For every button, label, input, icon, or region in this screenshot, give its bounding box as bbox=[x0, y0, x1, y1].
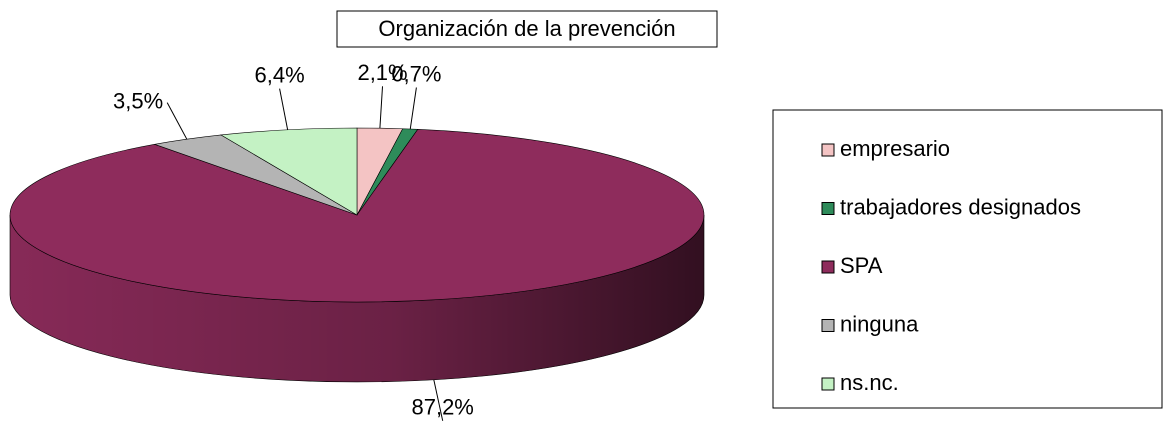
legend-swatch bbox=[821, 202, 835, 215]
legend-box bbox=[772, 109, 1163, 409]
chart-title: Organización de la prevención bbox=[378, 16, 675, 41]
legend-swatch bbox=[821, 260, 835, 274]
title-box bbox=[336, 10, 718, 48]
leader-line bbox=[433, 379, 444, 421]
legend-label: SPA bbox=[840, 253, 883, 278]
legend-label: ninguna bbox=[840, 311, 919, 336]
pie-slice bbox=[220, 127, 358, 216]
pie-slice bbox=[9, 129, 705, 303]
leader-line bbox=[409, 87, 417, 130]
legend-label: ns.nc. bbox=[840, 370, 899, 395]
leader-line bbox=[279, 88, 289, 130]
data-label: 6,4% bbox=[255, 62, 305, 87]
legend-label: trabajadores designados bbox=[840, 194, 1081, 219]
legend-swatch bbox=[821, 319, 835, 332]
data-label: 3,5% bbox=[113, 88, 163, 113]
pie-side-shade bbox=[10, 215, 704, 382]
data-label: 87,2% bbox=[411, 395, 473, 420]
leader-line bbox=[166, 102, 188, 140]
legend-swatch bbox=[821, 377, 835, 391]
legend-swatch bbox=[821, 143, 835, 157]
legend-label: empresario bbox=[840, 136, 950, 161]
leader-line bbox=[379, 86, 383, 129]
data-label: 2,1% bbox=[357, 60, 407, 85]
data-label: 0,7% bbox=[391, 61, 441, 86]
